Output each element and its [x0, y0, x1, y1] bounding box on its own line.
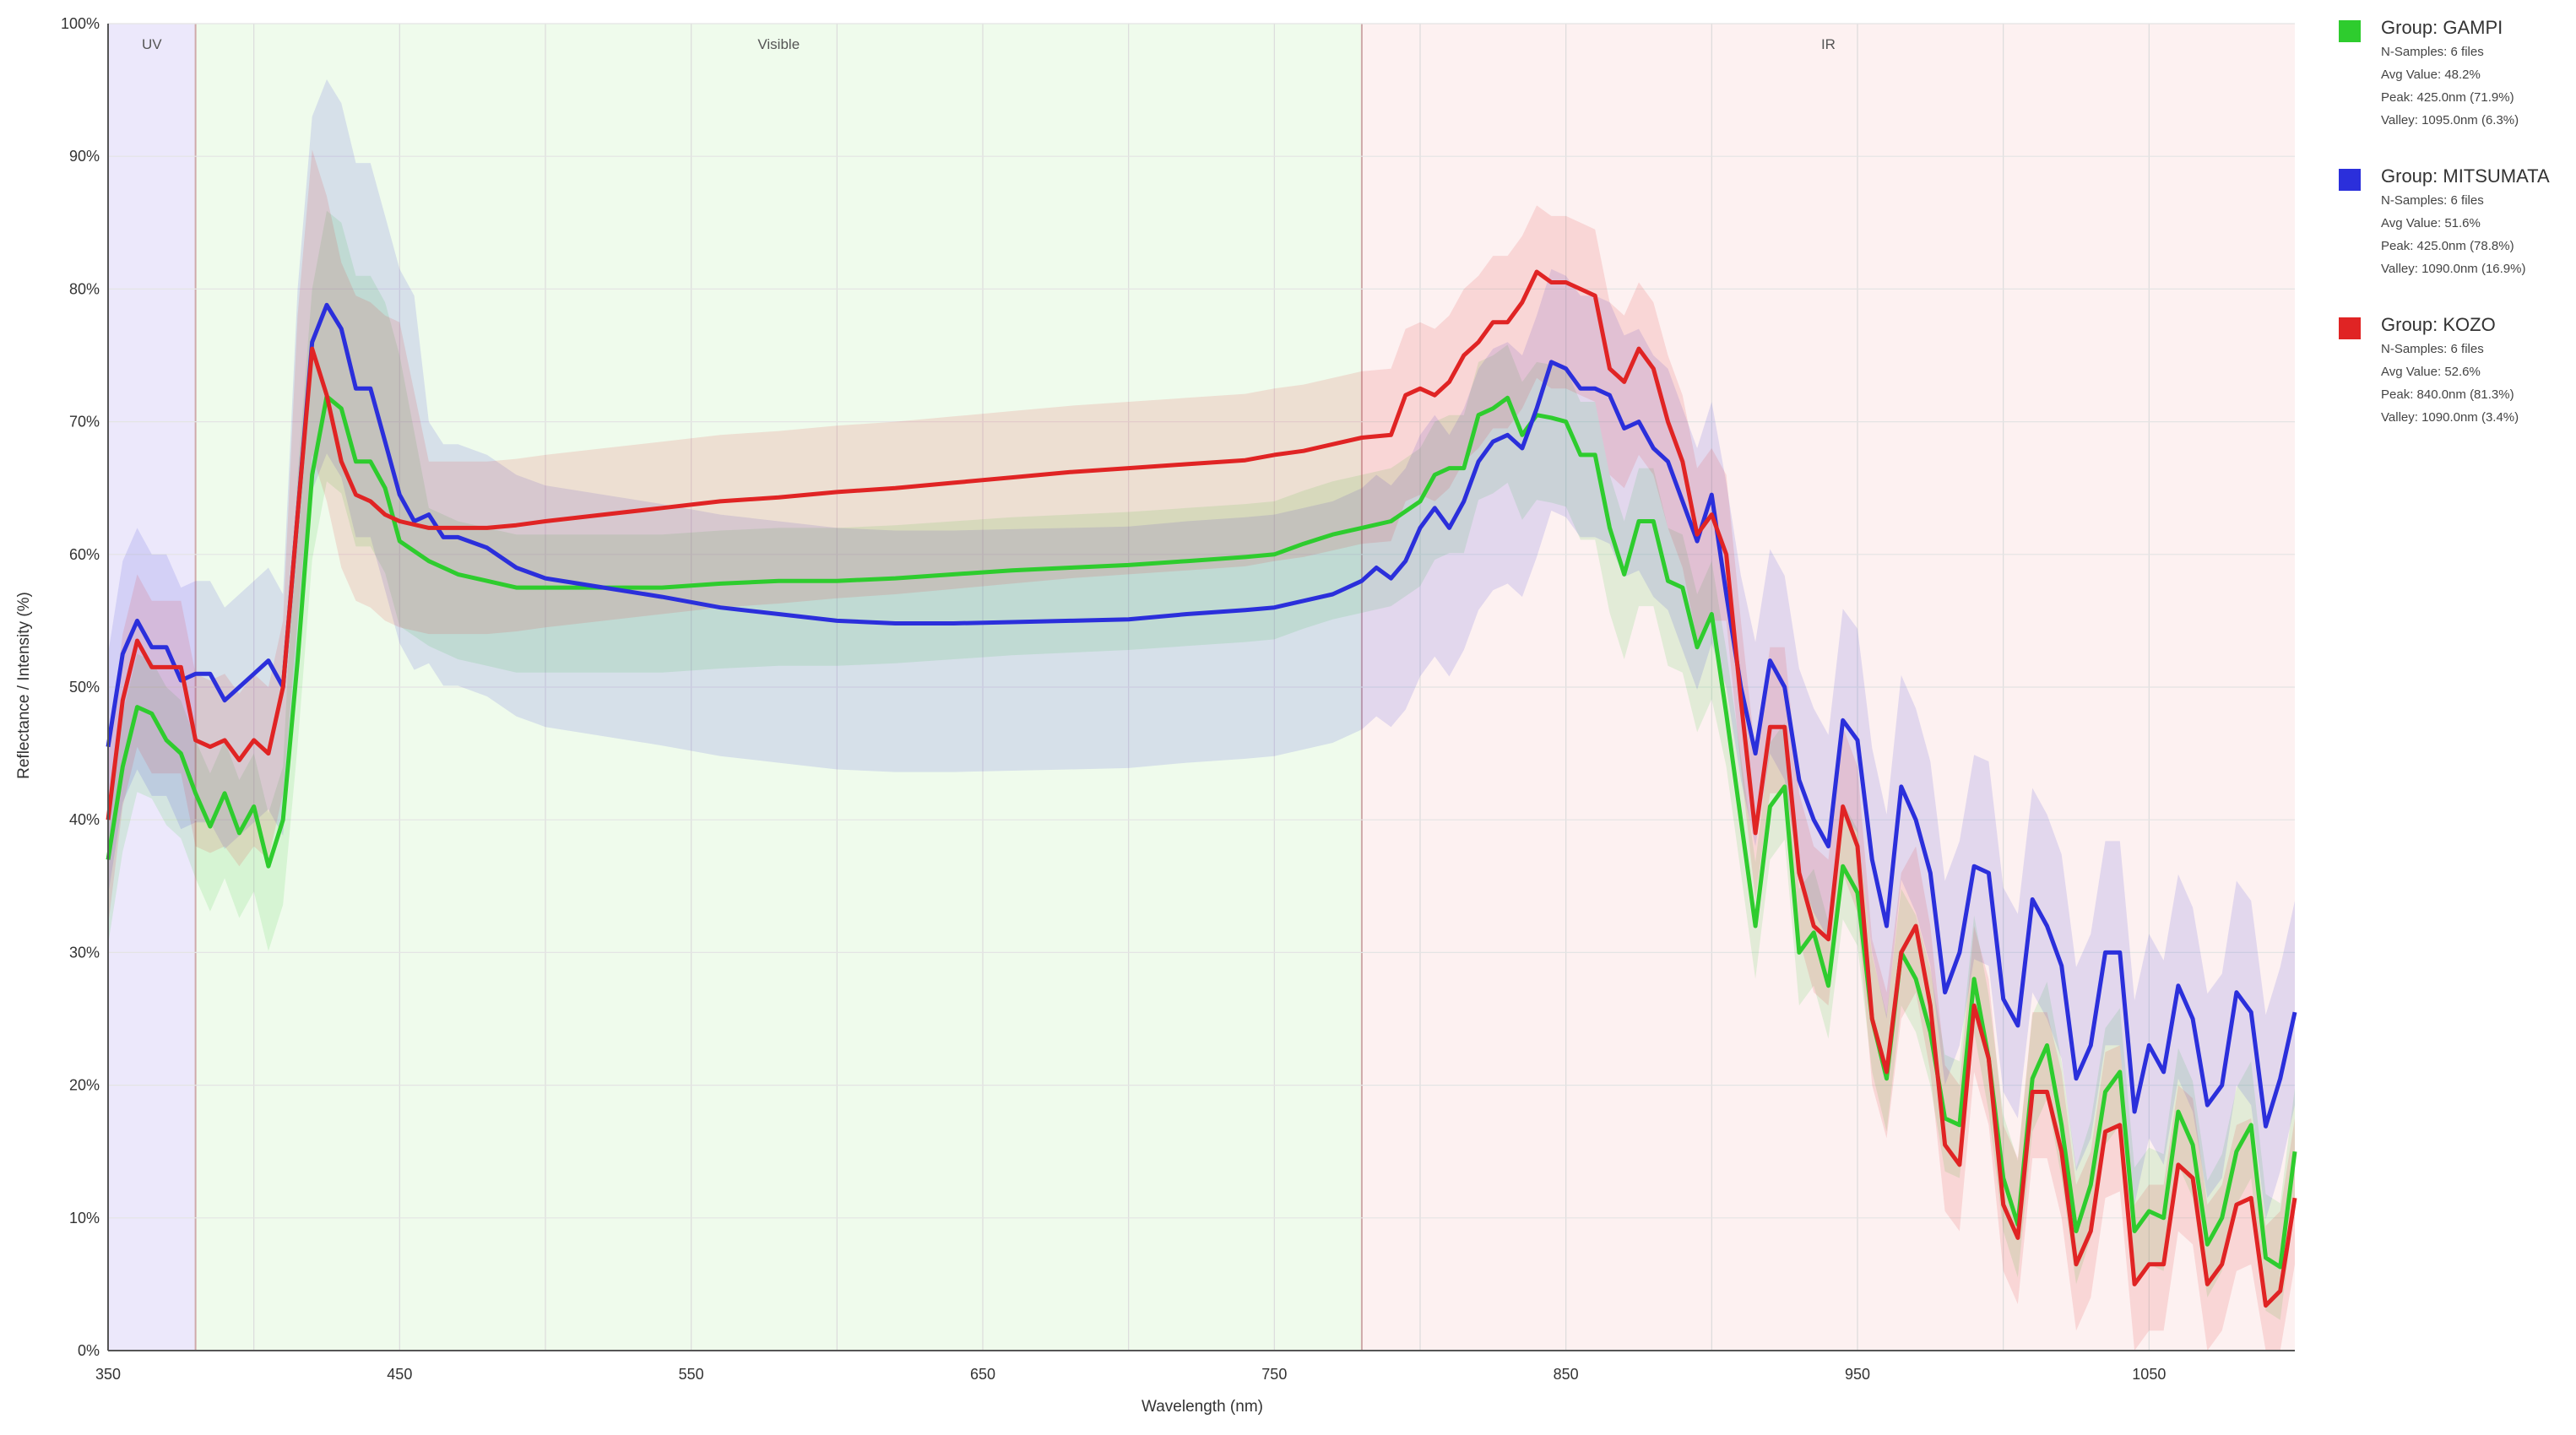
y-tick-label: 50%	[69, 679, 100, 696]
x-tick-label: 850	[1554, 1366, 1579, 1383]
y-tick-label: 10%	[69, 1210, 100, 1227]
series-line-kozo	[106, 269, 2297, 1308]
x-tick-label: 550	[679, 1366, 704, 1383]
x-tick-label: 650	[970, 1366, 995, 1383]
legend-swatch-gampi	[2339, 20, 2361, 42]
y-tick-label: 20%	[69, 1077, 100, 1094]
series-line-gampi	[106, 394, 2297, 1270]
tick-labels: 350 450 550 650 750 850 950 1050 0% 10% 20% 30% 40% 5…	[61, 15, 2166, 1383]
y-tick-label: 0%	[78, 1342, 100, 1359]
y-tick-label: 100%	[61, 15, 100, 32]
legend-item-gampi: Group: GAMPI N-Samples: 6 files Avg Valu…	[2339, 15, 2567, 132]
legend-stat-peak: Peak: 425.0nm (78.8%)	[2381, 239, 2514, 253]
x-tick-label: 1050	[2132, 1366, 2166, 1383]
legend-stat-samples: N-Samples: 6 files	[2381, 193, 2484, 208]
legend-stat-valley: Valley: 1090.0nm (16.9%)	[2381, 262, 2526, 276]
legend-swatch-kozo	[2339, 317, 2361, 339]
series-line-mitsumata	[106, 302, 2297, 1129]
legend-title: Group: KOZO	[2381, 314, 2496, 335]
x-tick-label: 350	[95, 1366, 121, 1383]
axes	[107, 24, 2295, 1351]
y-tick-label: 40%	[69, 811, 100, 828]
y-axis-title: Reflectance / Intensity (%)	[15, 592, 33, 779]
legend-stat-avg: Avg Value: 48.2%	[2381, 68, 2481, 82]
y-tick-label: 90%	[69, 148, 100, 165]
y-tick-label: 70%	[69, 414, 100, 430]
legend-stat-peak: Peak: 425.0nm (71.9%)	[2381, 90, 2514, 105]
series-lines	[106, 269, 2297, 1308]
legend-item-kozo: Group: KOZO N-Samples: 6 files Avg Value…	[2339, 312, 2567, 429]
legend-stat-valley: Valley: 1090.0nm (3.4%)	[2381, 410, 2519, 425]
y-tick-label: 80%	[69, 280, 100, 297]
x-axis-title: Wavelength (nm)	[1142, 1398, 1263, 1416]
y-tick-label: 30%	[69, 944, 100, 961]
region-label: UV	[142, 36, 162, 52]
x-tick-label: 750	[1261, 1366, 1287, 1383]
legend-stat-samples: N-Samples: 6 files	[2381, 45, 2484, 59]
legend-stat-avg: Avg Value: 51.6%	[2381, 216, 2481, 230]
band-mitsumata	[108, 79, 2295, 1220]
region-label: IR	[1821, 36, 1836, 52]
legend-title: Group: MITSUMATA	[2381, 165, 2550, 187]
x-tick-label: 450	[387, 1366, 412, 1383]
y-tick-label: 60%	[69, 546, 100, 563]
legend-stat-samples: N-Samples: 6 files	[2381, 342, 2484, 356]
band-kozo	[108, 149, 2295, 1351]
x-tick-label: 950	[1845, 1366, 1870, 1383]
confidence-bands	[108, 79, 2295, 1351]
legend-stat-valley: Valley: 1095.0nm (6.3%)	[2381, 113, 2519, 127]
legend-stat-peak: Peak: 840.0nm (81.3%)	[2381, 387, 2514, 402]
legend-title: Group: GAMPI	[2381, 17, 2503, 38]
legend-item-mitsumata: Group: MITSUMATA N-Samples: 6 files Avg …	[2339, 164, 2567, 280]
band-gampi	[108, 210, 2295, 1320]
legend-stat-avg: Avg Value: 52.6%	[2381, 365, 2481, 379]
region-label: Visible	[757, 36, 800, 52]
legend: Group: GAMPI N-Samples: 6 files Avg Valu…	[2339, 15, 2567, 461]
legend-swatch-mitsumata	[2339, 169, 2361, 191]
